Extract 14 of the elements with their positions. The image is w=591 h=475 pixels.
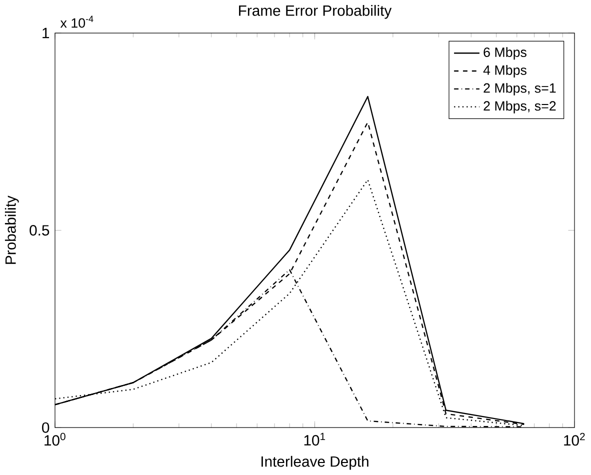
y-tick-label: 0.5 xyxy=(30,225,50,236)
x-axis-title: Interleave Depth xyxy=(262,456,368,470)
legend-label: 2 Mbps, s=2 xyxy=(484,100,556,114)
y-tick-label: 1 xyxy=(42,28,50,38)
y-tick-label: 0 xyxy=(42,422,50,433)
text: x 10$^{-4}$ xyxy=(60,16,94,28)
chart-title: Frame Error Probability xyxy=(239,5,392,19)
legend-label: 4 Mbps xyxy=(483,65,526,78)
x-tick-label: 10$^{1}$ xyxy=(304,432,326,446)
legend-label: 6 Mbps xyxy=(484,47,526,60)
y-axis-title: Probability xyxy=(4,196,19,264)
x-tick-label: 10$^{0}$ xyxy=(44,433,66,446)
legend-label: 2 Mbps, s=1 xyxy=(484,83,556,96)
x-tick-label: 10$^{2}$ xyxy=(564,433,585,446)
